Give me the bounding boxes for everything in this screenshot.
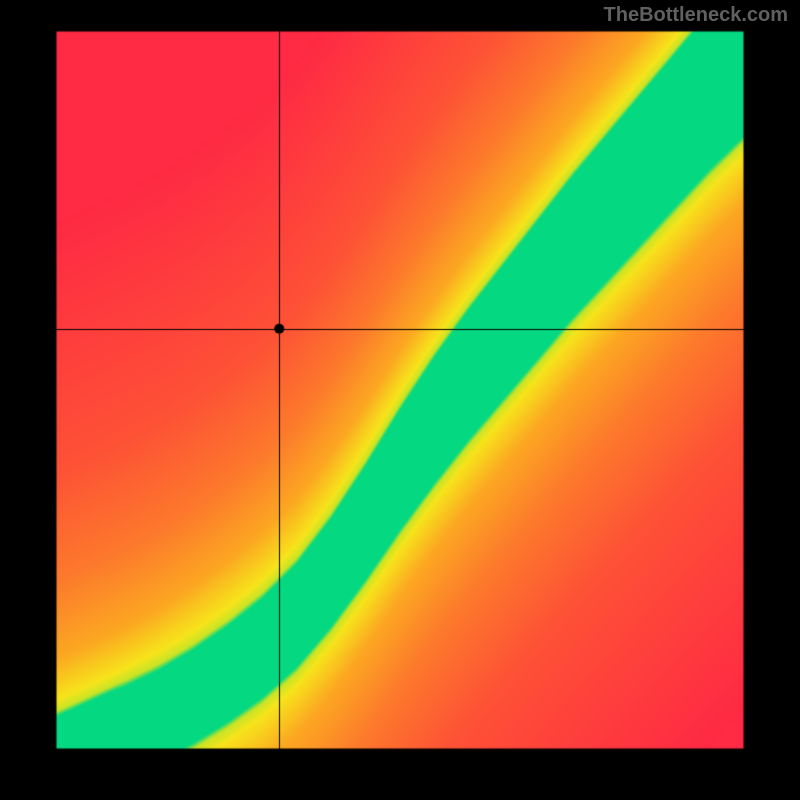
chart-wrapper: TheBottleneck.com (0, 0, 800, 800)
attribution-text: TheBottleneck.com (604, 4, 788, 27)
bottleneck-heatmap (0, 0, 800, 800)
